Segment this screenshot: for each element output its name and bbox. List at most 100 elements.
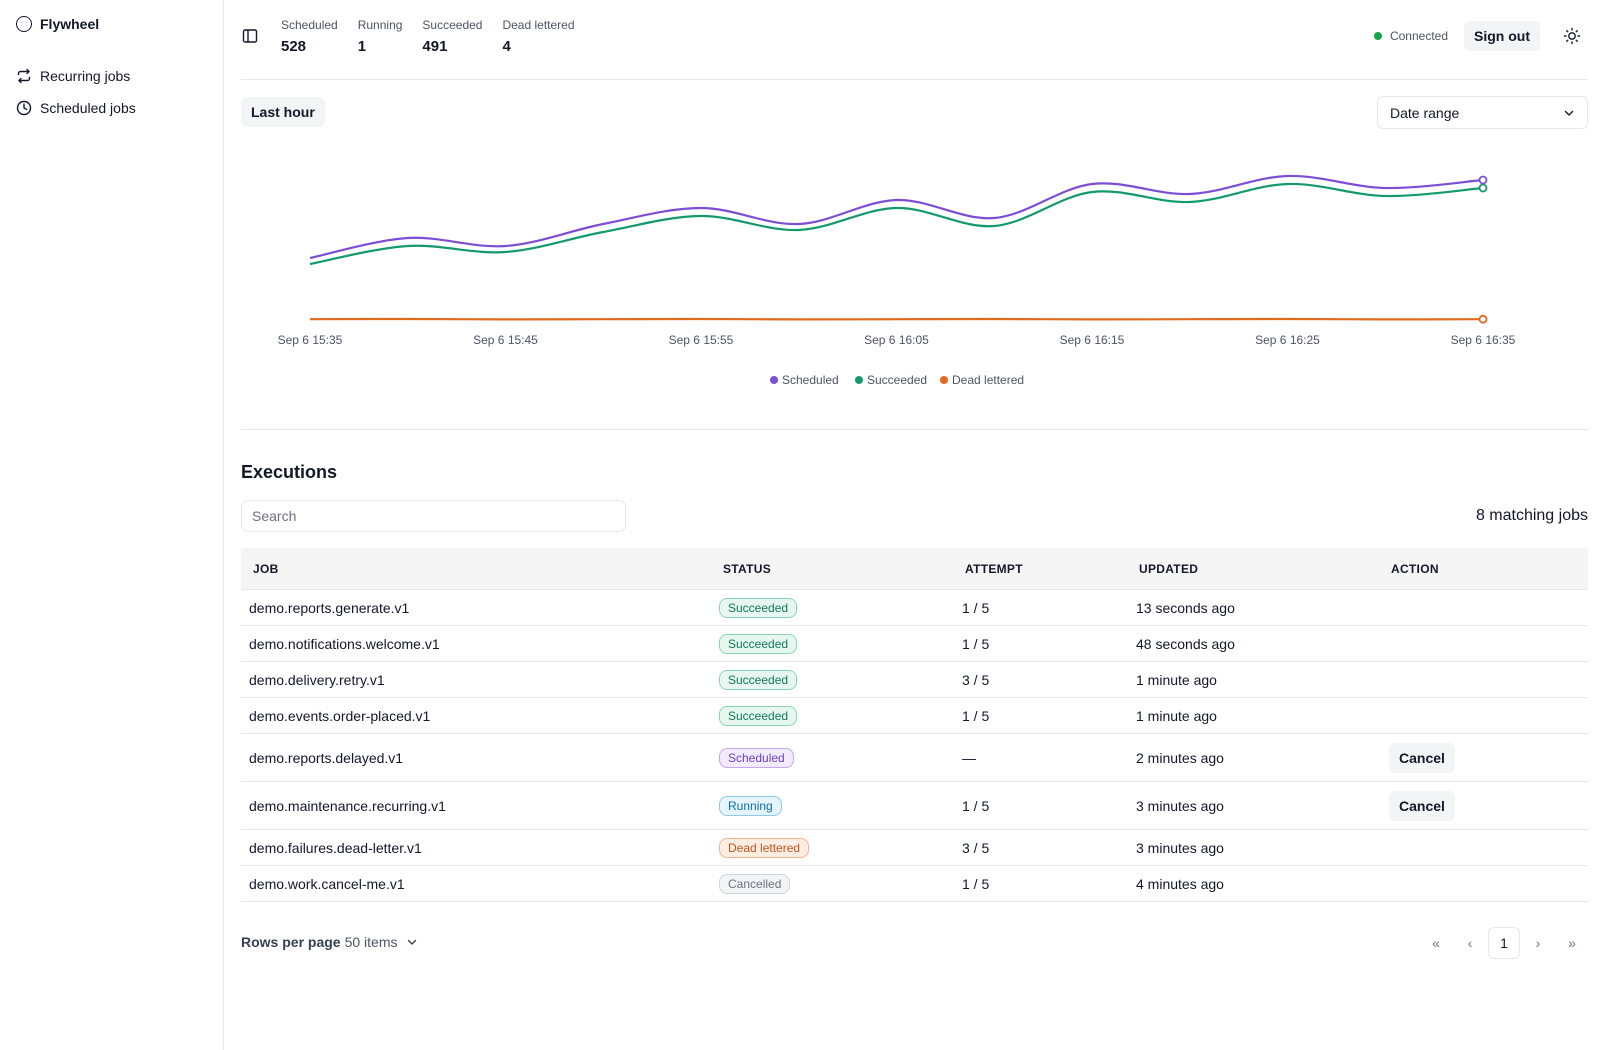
series-point-dead-lettered[interactable] <box>1478 314 1488 324</box>
attempt-value: 1 / 5 <box>962 875 990 892</box>
job-name: demo.maintenance.recurring.v1 <box>249 797 446 814</box>
status-cell: Running <box>719 782 782 829</box>
chevron-down-icon <box>1564 110 1574 116</box>
legend-item-scheduled[interactable]: Scheduled <box>770 373 839 387</box>
legend-item-dead-lettered[interactable]: Dead lettered <box>940 373 1024 387</box>
executions-table: JOB STATUS ATTEMPT UPDATED ACTION demo.r… <box>241 548 1588 902</box>
status-cell: Cancelled <box>719 866 791 901</box>
stat-label: Scheduled <box>281 18 338 32</box>
status-badge: Succeeded <box>719 633 798 654</box>
last-hour-button[interactable]: Last hour <box>241 97 325 127</box>
table-row[interactable]: demo.maintenance.recurring.v1 Running 1 / … <box>241 782 1588 830</box>
attempt-value: 3 / 5 <box>962 839 990 856</box>
x-tick-label: Sep 6 16:25 <box>1255 333 1320 347</box>
table-row[interactable]: demo.reports.generate.v1 Succeeded 1 / 5 13… <box>241 590 1588 626</box>
executions-title: Executions <box>241 462 338 482</box>
updated-value: 3 minutes ago <box>1136 839 1224 856</box>
x-tick-label: Sep 6 16:15 <box>1060 333 1125 347</box>
sign-out-button[interactable]: Sign out <box>1464 21 1540 51</box>
page-1-button[interactable]: 1 <box>1488 927 1520 959</box>
chart-section: Last hour Date range Sep 6 15:35 Sep 6 15… <box>241 80 1588 430</box>
previous-page-button[interactable]: ‹ <box>1467 935 1473 951</box>
repeat-icon <box>17 68 31 84</box>
table-body: demo.reports.generate.v1 Succeeded 1 / 5 13… <box>241 590 1588 902</box>
stat-value: 4 <box>502 38 511 55</box>
theme-toggle-button[interactable] <box>1556 20 1588 52</box>
header-actions: Connected Sign out <box>1373 20 1588 52</box>
status-badge: Scheduled <box>719 747 794 768</box>
column-header-status[interactable]: STATUS <box>723 562 772 576</box>
search-input[interactable] <box>241 500 626 532</box>
rows-per-page-label: Rows per page <box>241 934 341 950</box>
cancel-button[interactable]: Cancel <box>1389 742 1455 773</box>
series-point-scheduled[interactable] <box>1478 175 1488 185</box>
first-page-button[interactable]: « <box>1432 935 1440 951</box>
updated-value: 3 minutes ago <box>1136 797 1224 814</box>
column-header-updated[interactable]: UPDATED <box>1139 562 1199 576</box>
executions-line-chart: Sep 6 15:35 Sep 6 15:45 Sep 6 15:55 Sep 6 1… <box>278 174 1516 387</box>
legend-item-succeeded[interactable]: Succeeded <box>855 373 927 387</box>
sidebar-item-scheduled-jobs[interactable]: Scheduled jobs <box>16 92 212 124</box>
legend-dot-icon <box>855 376 863 384</box>
sidebar-item-label: Recurring jobs <box>40 68 131 84</box>
job-name: demo.failures.dead-letter.v1 <box>249 839 422 856</box>
column-header-attempt[interactable]: ATTEMPT <box>965 562 1023 576</box>
cancel-button[interactable]: Cancel <box>1389 790 1455 821</box>
next-page-button[interactable]: › <box>1535 935 1541 951</box>
status-badge: Dead lettered <box>719 837 810 858</box>
x-tick-label: Sep 6 16:05 <box>864 333 929 347</box>
table-row[interactable]: demo.delivery.retry.v1 Succeeded 3 / 5 1 mi… <box>241 662 1588 698</box>
last-page-button[interactable]: » <box>1568 935 1576 951</box>
stat-dead-lettered: Dead lettered 4 <box>502 17 574 58</box>
series-point-succeeded[interactable] <box>1478 183 1488 193</box>
table-row[interactable]: demo.reports.delayed.v1 Scheduled — 2 minut… <box>241 734 1588 782</box>
sidebar-item-recurring-jobs[interactable]: Recurring jobs <box>16 60 212 92</box>
rows-per-page-value: 50 items <box>344 934 398 950</box>
stat-value: 491 <box>422 38 448 55</box>
status-badge: Succeeded <box>719 705 798 726</box>
x-tick-label: Sep 6 15:55 <box>669 333 734 347</box>
connected-dot-icon <box>1373 32 1382 40</box>
table-row[interactable]: demo.events.order-placed.v1 Succeeded 1 / … <box>241 698 1588 734</box>
column-header-action[interactable]: ACTION <box>1391 562 1439 576</box>
x-tick-label: Sep 6 15:35 <box>278 333 343 347</box>
pagination: « ‹ 1 › » <box>1420 927 1588 959</box>
date-range-label: Date range <box>1390 104 1460 121</box>
job-name: demo.notifications.welcome.v1 <box>249 635 440 652</box>
sidebar-nav: Recurring jobs Scheduled jobs <box>16 60 212 124</box>
flywheel-logo-icon <box>16 16 32 32</box>
status-cell: Succeeded <box>719 662 798 697</box>
series-line-scheduled <box>309 174 1484 260</box>
action-cell: Cancel <box>1389 734 1455 781</box>
status-cell: Scheduled <box>719 734 794 781</box>
updated-value: 48 seconds ago <box>1136 635 1235 652</box>
chevron-down-icon <box>407 939 416 945</box>
brand-name: Flywheel <box>40 16 100 32</box>
x-tick-label: Sep 6 15:45 <box>473 333 538 347</box>
status-badge: Cancelled <box>719 873 791 894</box>
job-name: demo.work.cancel-me.v1 <box>249 875 405 892</box>
stat-label: Succeeded <box>422 18 483 32</box>
table-row[interactable]: demo.failures.dead-letter.v1 Dead lettere… <box>241 830 1588 866</box>
sidebar: Flywheel Recurring jobs Scheduled jobs <box>0 0 224 1050</box>
rows-per-page-select[interactable]: 50 items <box>345 934 418 950</box>
stat-value: 528 <box>281 38 307 55</box>
attempt-value: 1 / 5 <box>962 797 990 814</box>
status-badge: Succeeded <box>719 597 798 618</box>
brand[interactable]: Flywheel <box>16 14 99 34</box>
updated-value: 4 minutes ago <box>1136 875 1224 892</box>
table-row[interactable]: demo.notifications.welcome.v1 Succeeded 1 … <box>241 626 1588 662</box>
rows-per-page: Rows per page 50 items <box>241 934 418 950</box>
attempt-value: 1 / 5 <box>962 707 990 724</box>
legend-dot-icon <box>770 376 778 384</box>
sidebar-toggle-button[interactable] <box>241 27 259 45</box>
column-header-job[interactable]: JOB <box>253 562 279 576</box>
stat-running: Running 1 <box>358 17 403 58</box>
date-range-select[interactable]: Date range <box>1377 96 1588 129</box>
sun-icon <box>1563 27 1581 45</box>
legend-dot-icon <box>940 376 948 384</box>
table-row[interactable]: demo.work.cancel-me.v1 Cancelled 1 / 5 4 mi… <box>241 866 1588 902</box>
stat-scheduled: Scheduled 528 <box>281 17 338 58</box>
legend-label: Succeeded <box>867 373 927 387</box>
job-name: demo.events.order-placed.v1 <box>249 707 431 724</box>
